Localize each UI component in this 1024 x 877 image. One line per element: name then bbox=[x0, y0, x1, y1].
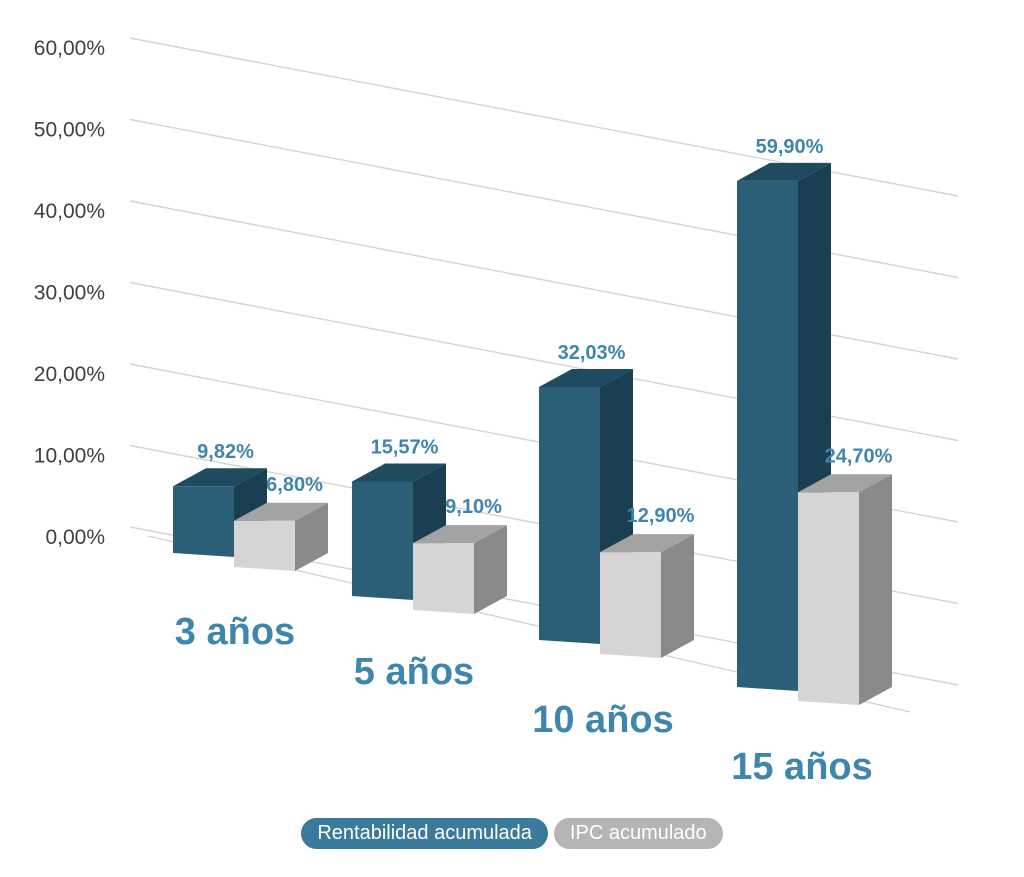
y-tick-label: 60,00% bbox=[34, 37, 105, 60]
y-tick-label: 30,00% bbox=[34, 282, 105, 305]
bar-ipc bbox=[600, 552, 661, 658]
bar-ipc-side bbox=[474, 525, 507, 614]
bar-ipc bbox=[413, 543, 474, 614]
legend: Rentabilidad acumulada IPC acumulado bbox=[0, 818, 1024, 849]
grid-line bbox=[129, 118, 959, 279]
bar-ipc-top bbox=[600, 534, 694, 553]
bar-rentabilidad-top bbox=[173, 468, 267, 487]
bar-ipc-top bbox=[798, 474, 892, 493]
y-tick-label: 50,00% bbox=[34, 119, 105, 142]
data-label-ipc: 6,80% bbox=[266, 474, 323, 496]
bar-ipc-side bbox=[295, 502, 328, 571]
data-label-ipc: 24,70% bbox=[825, 445, 893, 467]
category-label: 10 años bbox=[532, 699, 674, 741]
data-label-rentabilidad: 9,82% bbox=[197, 441, 254, 463]
bar-rentabilidad-top bbox=[352, 463, 446, 482]
data-label-rentabilidad: 32,03% bbox=[558, 342, 626, 364]
bar-ipc-side bbox=[661, 534, 694, 658]
data-label-ipc: 12,90% bbox=[627, 505, 695, 527]
data-label-rentabilidad: 59,90% bbox=[756, 136, 824, 158]
y-tick-label: 40,00% bbox=[34, 200, 105, 223]
bar-rentabilidad bbox=[737, 180, 798, 691]
legend-item-ipc: IPC acumulado bbox=[553, 818, 723, 849]
bar-rentabilidad-top bbox=[737, 162, 831, 181]
grid-line bbox=[129, 37, 959, 197]
data-label-rentabilidad: 15,57% bbox=[371, 437, 439, 459]
y-tick-label: 10,00% bbox=[34, 445, 105, 468]
y-tick-label: 0,00% bbox=[45, 526, 105, 549]
bar-rentabilidad bbox=[352, 481, 413, 600]
bar-ipc bbox=[234, 520, 295, 571]
grid-line bbox=[129, 200, 959, 360]
bar-ipc bbox=[798, 492, 859, 705]
legend-item-rentabilidad: Rentabilidad acumulada bbox=[301, 818, 548, 849]
bar-ipc-top bbox=[234, 502, 328, 521]
bar-rentabilidad bbox=[539, 386, 600, 644]
category-label: 15 años bbox=[731, 746, 873, 788]
bar-rentabilidad bbox=[173, 486, 234, 557]
bar-ipc-top bbox=[413, 525, 507, 544]
category-label: 3 años bbox=[175, 611, 295, 653]
category-label: 5 años bbox=[354, 651, 474, 693]
y-tick-label: 20,00% bbox=[34, 363, 105, 386]
bar-rentabilidad-top bbox=[539, 368, 633, 387]
bar-ipc-side bbox=[859, 474, 892, 705]
data-label-ipc: 9,10% bbox=[445, 496, 502, 518]
